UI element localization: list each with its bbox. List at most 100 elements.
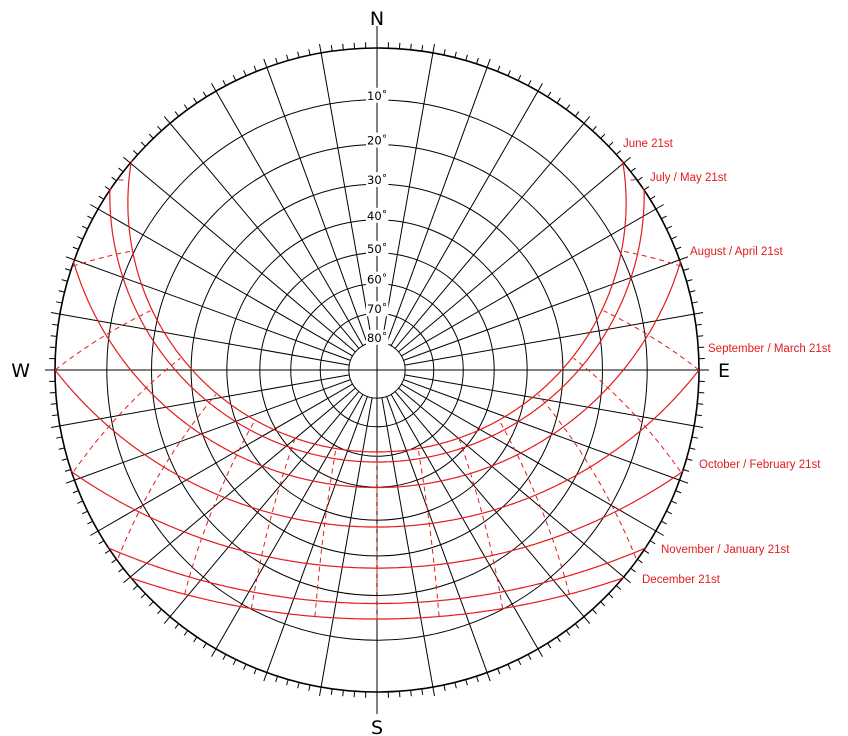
hour-line — [603, 310, 700, 371]
azimuth-tick — [286, 679, 289, 686]
azimuth-tick — [52, 323, 59, 326]
azimuth-tick — [65, 256, 75, 261]
azimuth-tick — [202, 642, 207, 649]
azimuth-tick — [608, 141, 614, 147]
azimuth-tick — [675, 246, 682, 250]
azimuth-tick — [686, 279, 693, 282]
azimuth-line — [266, 396, 368, 673]
azimuth-line — [74, 379, 351, 481]
azimuth-tick — [476, 57, 479, 64]
azimuth-tick — [50, 312, 60, 315]
azimuth-tick — [421, 45, 424, 52]
azimuth-tick — [104, 549, 111, 554]
azimuth-tick — [253, 65, 257, 72]
azimuth-tick — [537, 83, 543, 92]
azimuth-tick — [319, 687, 322, 697]
hour-line — [118, 179, 127, 181]
azimuth-tick — [56, 436, 63, 439]
hour-line — [499, 420, 570, 595]
azimuth-tick — [507, 663, 511, 670]
azimuth-tick — [583, 616, 591, 624]
azimuth-tick — [243, 663, 247, 670]
hour-line — [627, 179, 636, 181]
azimuth-tick — [421, 688, 424, 695]
azimuth-tick — [297, 51, 300, 58]
azimuth-tick — [600, 601, 606, 607]
azimuth-tick — [330, 45, 333, 52]
azimuth-tick — [465, 54, 468, 61]
azimuth-tick — [592, 608, 597, 615]
azimuth-tick — [308, 49, 311, 56]
azimuth-line — [394, 123, 585, 349]
azimuth-tick — [630, 567, 636, 573]
azimuth-tick — [123, 576, 131, 584]
azimuth-line — [381, 52, 434, 343]
hour-line — [417, 449, 440, 617]
azimuth-tick — [263, 58, 268, 68]
azimuth-tick — [623, 156, 631, 164]
azimuth-tick — [50, 335, 57, 337]
azimuth-tick — [90, 530, 99, 536]
azimuth-tick — [297, 682, 300, 689]
azimuth-line — [97, 383, 353, 532]
azimuth-line — [74, 259, 351, 361]
hour-line — [573, 357, 681, 472]
azimuth-line — [59, 313, 350, 366]
azimuth-line — [169, 123, 360, 349]
azimuth-tick — [670, 500, 677, 504]
altitude-label: 50˚ — [367, 241, 387, 256]
azimuth-tick — [342, 43, 344, 50]
azimuth-tick — [655, 530, 664, 536]
azimuth-tick — [111, 176, 117, 182]
azimuth-tick — [615, 585, 622, 590]
azimuth-tick — [600, 133, 606, 139]
azimuth-line — [130, 387, 356, 578]
azimuth-tick — [90, 204, 99, 210]
azimuth-line — [404, 374, 695, 427]
azimuth-tick — [697, 335, 704, 337]
azimuth-tick — [476, 676, 479, 683]
azimuth-tick — [454, 51, 457, 58]
azimuth-tick — [222, 654, 227, 660]
azimuth-line — [398, 387, 624, 578]
compass-north: N — [370, 8, 384, 30]
azimuth-line — [381, 397, 434, 688]
azimuth-tick — [697, 403, 704, 405]
azimuth-tick — [87, 520, 93, 525]
azimuth-tick — [163, 116, 171, 124]
azimuth-tick — [615, 150, 622, 155]
azimuth-tick — [157, 125, 162, 132]
azimuth-tick — [643, 186, 650, 191]
altitude-label-backdrop — [366, 87, 389, 103]
azimuth-tick — [556, 636, 561, 643]
date-label-october-february: October / February 21st — [699, 459, 821, 471]
azimuth-ticks — [49, 42, 705, 698]
azimuth-tick — [527, 80, 532, 86]
azimuth-tick — [211, 83, 217, 92]
azimuth-tick — [410, 43, 412, 50]
azimuth-tick — [98, 540, 105, 545]
azimuth-tick — [623, 576, 631, 584]
azimuth-tick — [275, 676, 278, 683]
azimuth-tick — [118, 567, 124, 573]
azimuth-tick — [565, 630, 571, 636]
date-label-september-march: September / March 21st — [708, 343, 832, 355]
altitude-label: 60˚ — [367, 272, 387, 287]
azimuth-tick — [637, 558, 643, 564]
date-label-july-may: July / May 21st — [650, 172, 727, 184]
hour-line — [72, 250, 131, 267]
azimuth-tick — [527, 654, 532, 660]
azimuth-line — [398, 162, 624, 353]
azimuth-tick — [58, 290, 65, 293]
azimuth-tick — [174, 111, 180, 117]
azimuth-tick — [118, 167, 124, 173]
azimuth-tick — [630, 167, 636, 173]
azimuth-tick — [123, 156, 131, 164]
azimuth-tick — [174, 623, 180, 629]
azimuth-tick — [140, 141, 146, 147]
azimuth-line — [215, 90, 364, 346]
azimuth-tick — [232, 659, 237, 666]
azimuth-tick — [148, 601, 154, 607]
azimuth-tick — [643, 549, 650, 554]
azimuth-line — [403, 379, 680, 481]
